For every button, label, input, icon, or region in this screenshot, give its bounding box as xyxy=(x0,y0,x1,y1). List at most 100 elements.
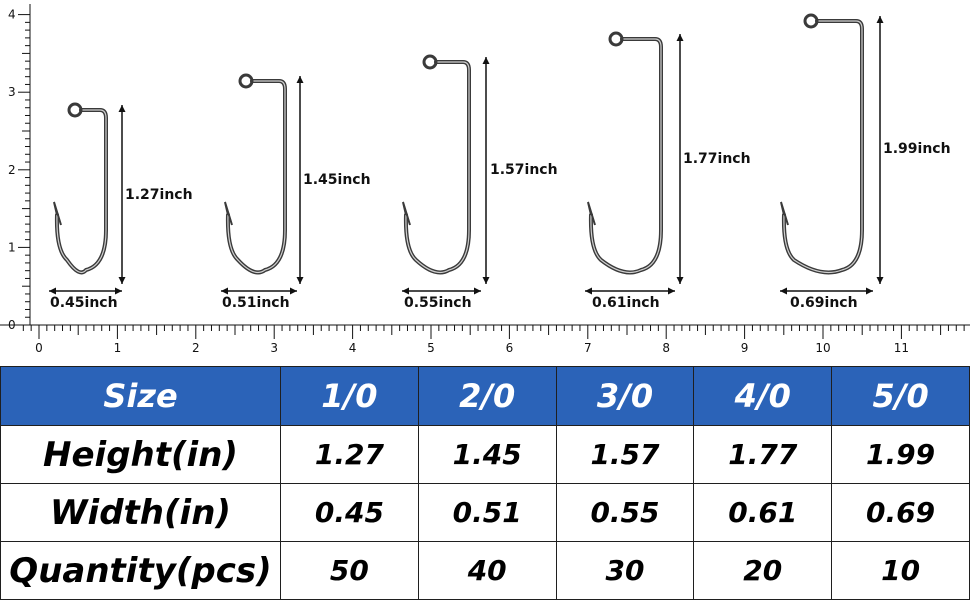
height-label: 1.27inch xyxy=(125,187,193,203)
height-label: 1.45inch xyxy=(303,172,371,188)
width-cell: 0.45 xyxy=(280,483,419,542)
arrow-head xyxy=(402,287,409,295)
quantity-cell: 50 xyxy=(280,541,419,600)
height-label: 1.77inch xyxy=(683,151,751,167)
width-arrow xyxy=(585,287,675,295)
width-arrow xyxy=(402,287,481,295)
hook-eye xyxy=(803,13,819,29)
vertical-ruler-label: 1 xyxy=(8,240,16,254)
row-label-height: Height(in) xyxy=(0,425,281,484)
height-arrow xyxy=(118,105,126,284)
header-cell-5-0: 5/0 xyxy=(831,366,970,426)
hook-wire-highlight xyxy=(783,20,863,273)
arrow-head xyxy=(482,277,490,284)
quantity-cell: 30 xyxy=(555,541,695,600)
vertical-ruler-label: 4 xyxy=(8,8,16,22)
table-row-quantity: Quantity(pcs) 50 40 30 20 10 xyxy=(0,541,970,600)
table-header-row: Size 1/0 2/0 3/0 4/0 5/0 xyxy=(0,366,970,426)
arrow-head xyxy=(118,105,126,112)
height-arrow xyxy=(296,76,304,284)
arrow-head xyxy=(668,287,675,295)
header-cell-3-0: 3/0 xyxy=(555,366,695,426)
hook-wire-highlight xyxy=(405,61,470,273)
arrow-head xyxy=(676,34,684,41)
horizontal-ruler-label: 8 xyxy=(662,341,670,355)
height-cell: 1.45 xyxy=(417,425,557,484)
width-label: 0.55inch xyxy=(404,295,472,311)
horizontal-ruler-label: 0 xyxy=(35,341,43,355)
height-arrow xyxy=(676,34,684,284)
header-cell-size: Size xyxy=(0,366,281,426)
hook-barb xyxy=(780,201,789,226)
hook-eye xyxy=(422,54,438,70)
width-cell: 0.51 xyxy=(417,483,557,542)
width-cell: 0.61 xyxy=(693,483,833,542)
height-arrow xyxy=(482,57,490,284)
arrow-head xyxy=(876,16,884,23)
quantity-cell: 20 xyxy=(693,541,833,600)
arrow-head xyxy=(585,287,592,295)
horizontal-ruler-label: 10 xyxy=(815,341,830,355)
hook-3: 1.57inch 0.55inch xyxy=(402,54,558,311)
horizontal-ruler-label: 5 xyxy=(427,341,435,355)
arrow-head xyxy=(221,287,228,295)
hook-wire xyxy=(54,108,108,275)
width-label: 0.51inch xyxy=(222,295,290,311)
hook-1: 1.27inch 0.45inch xyxy=(49,102,193,311)
horizontal-ruler-label: 3 xyxy=(270,341,278,355)
arrow-head xyxy=(676,277,684,284)
width-arrow xyxy=(221,287,297,295)
row-label-quantity: Quantity(pcs) xyxy=(0,541,281,600)
hook-eye xyxy=(238,73,254,89)
hook-wire xyxy=(225,79,287,275)
header-cell-2-0: 2/0 xyxy=(417,366,557,426)
width-label: 0.61inch xyxy=(592,295,660,311)
width-cell: 0.55 xyxy=(555,483,695,542)
hook-wire-highlight xyxy=(227,80,286,273)
hook-size-figure: 0 1 2 3 4 0 1 2 3 4 5 6 7 8 9 10 11 1.27inch 0.45inch 1.45… xyxy=(0,4,970,355)
table-row-height: Height(in) 1.27 1.45 1.57 1.77 1.99 xyxy=(0,425,970,484)
horizontal-ruler-label: 2 xyxy=(192,341,200,355)
quantity-cell: 10 xyxy=(831,541,970,600)
height-cell: 1.99 xyxy=(831,425,970,484)
quantity-cell: 40 xyxy=(417,541,557,600)
hook-barb xyxy=(53,201,62,226)
width-label: 0.45inch xyxy=(50,295,118,311)
table-row-width: Width(in) 0.45 0.51 0.55 0.61 0.69 xyxy=(0,483,970,542)
horizontal-ruler-label: 4 xyxy=(349,341,357,355)
row-label-width: Width(in) xyxy=(0,483,281,542)
arrow-head xyxy=(296,277,304,284)
arrow-head xyxy=(296,76,304,83)
hook-wire-highlight xyxy=(590,38,662,273)
hook-wire xyxy=(588,37,663,275)
arrow-head xyxy=(482,57,490,64)
hook-wire-highlight xyxy=(56,109,107,273)
horizontal-ruler-label: 9 xyxy=(741,341,749,355)
height-cell: 1.27 xyxy=(280,425,419,484)
hooks-group: 1.27inch 0.45inch 1.45inch 0.51inch 1.57inch… xyxy=(49,13,951,311)
height-arrow xyxy=(876,16,884,284)
arrow-head xyxy=(115,287,122,295)
hook-barb xyxy=(402,201,411,226)
arrow-head xyxy=(876,277,884,284)
arrow-head xyxy=(49,287,56,295)
horizontal-ruler-label: 11 xyxy=(894,341,909,355)
hook-4: 1.77inch 0.61inch xyxy=(585,31,751,311)
horizontal-ruler-label: 6 xyxy=(506,341,514,355)
hook-2: 1.45inch 0.51inch xyxy=(221,73,371,311)
arrow-head xyxy=(118,277,126,284)
hook-eye xyxy=(67,102,83,118)
height-cell: 1.77 xyxy=(693,425,833,484)
height-cell: 1.57 xyxy=(555,425,695,484)
hook-wire xyxy=(781,19,864,275)
vertical-ruler-label: 2 xyxy=(8,163,16,177)
arrow-head xyxy=(474,287,481,295)
arrow-head xyxy=(290,287,297,295)
height-label: 1.57inch xyxy=(490,162,558,178)
width-label: 0.69inch xyxy=(790,295,858,311)
hook-barb xyxy=(587,201,596,226)
width-arrow xyxy=(780,287,873,295)
horizontal-ruler-label: 7 xyxy=(584,341,592,355)
